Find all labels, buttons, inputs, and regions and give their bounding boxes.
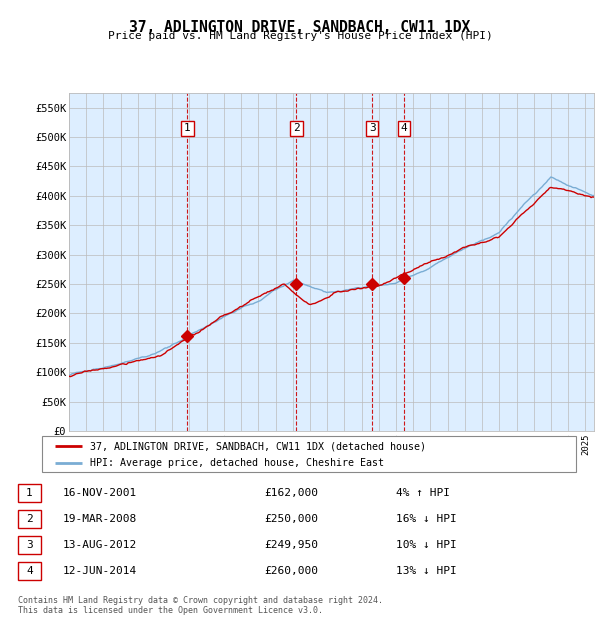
Text: 3: 3 (369, 123, 376, 133)
Text: 12-JUN-2014: 12-JUN-2014 (63, 566, 137, 576)
Text: £249,950: £249,950 (264, 540, 318, 550)
Text: 4: 4 (26, 566, 33, 576)
Text: Price paid vs. HM Land Registry's House Price Index (HPI): Price paid vs. HM Land Registry's House … (107, 31, 493, 41)
Text: 37, ADLINGTON DRIVE, SANDBACH, CW11 1DX: 37, ADLINGTON DRIVE, SANDBACH, CW11 1DX (130, 20, 470, 35)
Text: 2: 2 (293, 123, 300, 133)
Text: £162,000: £162,000 (264, 488, 318, 498)
Text: 10% ↓ HPI: 10% ↓ HPI (396, 540, 457, 550)
Text: 1: 1 (26, 488, 33, 498)
Text: 3: 3 (26, 540, 33, 550)
Text: 4% ↑ HPI: 4% ↑ HPI (396, 488, 450, 498)
Text: 19-MAR-2008: 19-MAR-2008 (63, 514, 137, 524)
Text: Contains HM Land Registry data © Crown copyright and database right 2024.
This d: Contains HM Land Registry data © Crown c… (18, 596, 383, 615)
Bar (187, 93, 296, 431)
Text: 16-NOV-2001: 16-NOV-2001 (63, 488, 137, 498)
Text: 1: 1 (184, 123, 191, 133)
Text: £260,000: £260,000 (264, 566, 318, 576)
Text: HPI: Average price, detached house, Cheshire East: HPI: Average price, detached house, Ches… (90, 458, 384, 469)
Text: 4: 4 (400, 123, 407, 133)
Text: 2: 2 (26, 514, 33, 524)
Text: £250,000: £250,000 (264, 514, 318, 524)
Text: 13-AUG-2012: 13-AUG-2012 (63, 540, 137, 550)
Text: 16% ↓ HPI: 16% ↓ HPI (396, 514, 457, 524)
Text: 37, ADLINGTON DRIVE, SANDBACH, CW11 1DX (detached house): 37, ADLINGTON DRIVE, SANDBACH, CW11 1DX … (90, 441, 426, 451)
Text: 13% ↓ HPI: 13% ↓ HPI (396, 566, 457, 576)
